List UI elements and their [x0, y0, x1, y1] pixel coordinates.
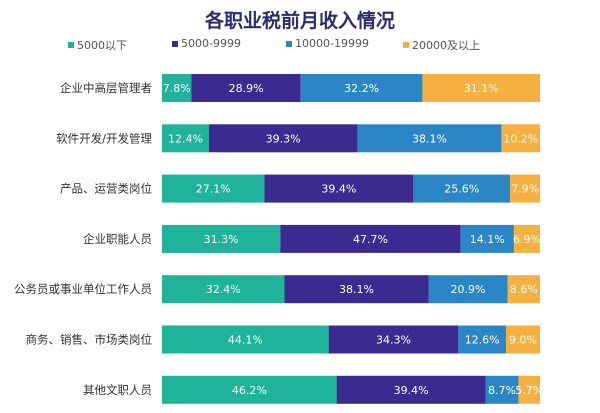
bar-segment [507, 275, 540, 304]
bar-segment [162, 325, 329, 354]
data-label: 14.1% [470, 233, 505, 246]
legend-swatch [286, 40, 292, 47]
bar-segment [162, 275, 285, 304]
bar-segment [510, 174, 540, 203]
legend-item: 20000及以上 [403, 37, 480, 53]
legend-swatch [403, 42, 409, 48]
data-label: 32.2% [344, 82, 379, 95]
data-label: 28.9% [229, 82, 264, 95]
bar-segment [518, 375, 540, 404]
legend-swatch [68, 42, 74, 48]
category-label: 商务、销售、市场类岗位 [26, 333, 153, 347]
data-label: 12.6% [465, 334, 500, 347]
legend-item: 5000-9999 [172, 37, 241, 50]
data-label: 8.6% [510, 283, 538, 296]
legend: 5000以下 5000-9999 10000-19999 20000及以上 [0, 37, 600, 53]
category-label: 公务员或事业单位工作人员 [14, 282, 152, 296]
category-label: 产品、运营类岗位 [60, 182, 152, 196]
bar-segment [428, 275, 508, 304]
bar-segment [162, 375, 337, 404]
bar-segment [422, 74, 540, 102]
data-label: 9.0% [509, 334, 537, 347]
bar-segment [162, 174, 265, 203]
data-label: 34.3% [376, 334, 411, 347]
bar-segment [357, 124, 502, 153]
category-label: 其他文职人员 [83, 383, 152, 397]
bar-segment [162, 224, 281, 253]
category-label: 企业职能人员 [83, 232, 152, 246]
data-label: 46.2% [232, 384, 267, 397]
bar-segment [300, 74, 423, 102]
bar-segment [162, 124, 209, 153]
data-label: 6.9% [513, 233, 541, 246]
data-label: 38.1% [339, 283, 374, 296]
bar-segment [162, 74, 192, 102]
data-label: 39.4% [321, 183, 356, 196]
bar-segment [336, 375, 486, 404]
data-label: 31.3% [204, 233, 239, 246]
bar-segment [501, 124, 540, 153]
data-label: 10.2% [503, 132, 538, 145]
data-label: 38.1% [412, 132, 447, 145]
legend-item: 10000-19999 [286, 37, 369, 50]
legend-label: 10000-19999 [295, 37, 369, 50]
legend-label: 5000以下 [77, 39, 127, 52]
legend-label: 5000-9999 [181, 37, 241, 50]
data-label: 32.4% [206, 283, 241, 296]
legend-label: 20000及以上 [412, 39, 480, 52]
bar-segment [264, 174, 414, 203]
data-label: 39.3% [266, 132, 301, 145]
bar-segment [284, 275, 429, 304]
category-label: 软件开发/开发管理 [56, 131, 152, 145]
data-label: 31.1% [464, 82, 499, 95]
data-label: 7.9% [511, 183, 539, 196]
bar-segment [208, 124, 358, 153]
chart-title: 各职业税前月收入情况 [204, 10, 395, 32]
legend-swatch [172, 40, 178, 47]
data-label: 12.4% [168, 132, 203, 145]
bar-segment [191, 74, 301, 102]
bar-segment [505, 325, 540, 354]
category-label: 企业中高层管理者 [60, 81, 152, 95]
bar-segment [460, 224, 514, 253]
data-label: 7.8% [163, 82, 191, 95]
data-label: 5.7% [515, 384, 543, 397]
data-label: 47.7% [353, 233, 388, 246]
data-label: 8.7% [488, 384, 516, 397]
data-label: 25.6% [444, 183, 479, 196]
bar-segment [280, 224, 461, 253]
data-label: 27.1% [196, 183, 231, 196]
data-label: 20.9% [451, 283, 486, 296]
bar-segment [513, 224, 540, 253]
data-label: 39.4% [394, 384, 429, 397]
data-label: 44.1% [228, 334, 263, 347]
bar-segment [458, 325, 506, 354]
bar-segment [485, 375, 519, 404]
bar-segment [328, 325, 459, 354]
legend-item: 5000以下 [68, 37, 127, 53]
bar-segment [413, 174, 511, 203]
